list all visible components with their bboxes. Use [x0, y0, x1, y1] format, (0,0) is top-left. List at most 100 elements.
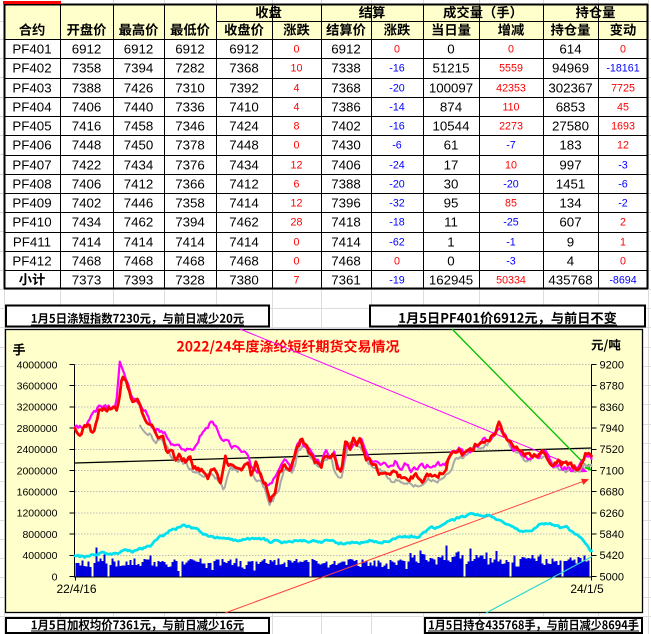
- svg-text:0: 0: [447, 41, 454, 56]
- svg-text:5559: 5559: [499, 63, 523, 75]
- svg-text:7430: 7430: [331, 137, 361, 152]
- svg-text:1451: 1451: [556, 176, 586, 191]
- svg-text:10544: 10544: [433, 118, 470, 133]
- svg-text:6853: 6853: [556, 99, 586, 114]
- svg-text:7414: 7414: [229, 234, 259, 249]
- svg-text:-18: -18: [389, 217, 405, 229]
- svg-text:0: 0: [52, 571, 58, 583]
- svg-text:100097: 100097: [429, 80, 473, 95]
- svg-text:-8694: -8694: [609, 275, 636, 287]
- svg-text:4: 4: [294, 102, 300, 114]
- svg-text:PF410: PF410: [12, 214, 51, 229]
- svg-text:5000: 5000: [600, 571, 624, 583]
- svg-text:2000000: 2000000: [17, 465, 58, 477]
- svg-text:-16: -16: [389, 121, 405, 133]
- svg-text:1: 1: [447, 234, 454, 249]
- svg-text:PF401: PF401: [12, 41, 51, 56]
- svg-text:7412: 7412: [124, 176, 154, 191]
- svg-text:-1: -1: [506, 237, 516, 249]
- svg-text:6912: 6912: [72, 41, 102, 56]
- svg-text:7520: 7520: [600, 444, 624, 456]
- svg-text:PF411: PF411: [13, 234, 51, 249]
- svg-text:7462: 7462: [124, 214, 154, 229]
- svg-text:85: 85: [505, 198, 517, 210]
- svg-text:9200: 9200: [600, 359, 624, 371]
- svg-text:7412: 7412: [229, 176, 259, 191]
- svg-text:400000: 400000: [22, 550, 57, 562]
- svg-text:42353: 42353: [496, 83, 526, 95]
- svg-text:7392: 7392: [229, 80, 259, 95]
- svg-text:7310: 7310: [175, 80, 205, 95]
- svg-text:435768: 435768: [548, 272, 592, 287]
- svg-text:874: 874: [440, 99, 462, 114]
- svg-text:PF404: PF404: [12, 99, 51, 114]
- svg-text:4: 4: [567, 253, 574, 268]
- svg-text:PF402: PF402: [12, 60, 51, 75]
- svg-text:28: 28: [291, 217, 303, 229]
- svg-text:0: 0: [294, 140, 300, 152]
- svg-text:183: 183: [559, 137, 581, 152]
- svg-text:PF412: PF412: [12, 253, 51, 268]
- svg-text:7376: 7376: [175, 157, 205, 172]
- svg-text:7416: 7416: [72, 118, 102, 133]
- svg-text:7462: 7462: [229, 214, 259, 229]
- svg-text:12: 12: [617, 140, 629, 152]
- svg-text:-20: -20: [389, 179, 405, 191]
- svg-text:5420: 5420: [600, 550, 624, 562]
- svg-text:0: 0: [294, 237, 300, 249]
- svg-text:7414: 7414: [72, 234, 102, 249]
- svg-text:1: 1: [620, 237, 626, 249]
- svg-text:-25: -25: [503, 217, 519, 229]
- svg-text:7468: 7468: [331, 253, 361, 268]
- svg-text:-20: -20: [503, 179, 519, 191]
- svg-text:7368: 7368: [229, 60, 259, 75]
- svg-text:0: 0: [394, 44, 400, 56]
- svg-text:0: 0: [508, 44, 514, 56]
- svg-text:6912: 6912: [175, 41, 205, 56]
- svg-text:7358: 7358: [72, 60, 102, 75]
- svg-text:3200000: 3200000: [17, 402, 58, 414]
- svg-text:607: 607: [559, 214, 581, 229]
- svg-text:PF409: PF409: [12, 195, 51, 210]
- svg-text:-3: -3: [618, 160, 628, 172]
- svg-text:110: 110: [502, 102, 519, 114]
- svg-text:7468: 7468: [124, 253, 154, 268]
- svg-text:-2: -2: [618, 198, 628, 210]
- svg-text:7434: 7434: [229, 157, 259, 172]
- svg-text:7282: 7282: [175, 60, 205, 75]
- svg-text:7940: 7940: [600, 423, 624, 435]
- svg-text:8780: 8780: [600, 381, 624, 393]
- svg-text:7458: 7458: [124, 118, 154, 133]
- svg-text:7394: 7394: [124, 60, 154, 75]
- svg-text:95: 95: [444, 195, 459, 210]
- svg-text:7422: 7422: [72, 157, 102, 172]
- svg-text:0: 0: [394, 256, 400, 268]
- svg-text:-16: -16: [389, 63, 405, 75]
- svg-text:2800000: 2800000: [17, 423, 58, 435]
- svg-text:5840: 5840: [600, 529, 624, 541]
- svg-text:-32: -32: [389, 198, 405, 210]
- svg-text:7414: 7414: [229, 195, 259, 210]
- svg-text:30: 30: [444, 176, 459, 191]
- svg-text:PF405: PF405: [12, 118, 51, 133]
- svg-text:7406: 7406: [72, 176, 102, 191]
- svg-text:12: 12: [291, 160, 303, 172]
- svg-text:162945: 162945: [429, 272, 473, 287]
- svg-text:3600000: 3600000: [17, 381, 58, 393]
- svg-text:2400000: 2400000: [17, 444, 58, 456]
- svg-text:7: 7: [294, 275, 300, 287]
- svg-text:-3: -3: [506, 256, 516, 268]
- svg-text:7414: 7414: [124, 234, 154, 249]
- svg-text:12: 12: [291, 198, 303, 210]
- svg-text:8: 8: [294, 121, 300, 133]
- svg-text:51215: 51215: [433, 60, 470, 75]
- svg-text:7378: 7378: [175, 137, 205, 152]
- svg-text:7406: 7406: [331, 157, 361, 172]
- svg-text:-6: -6: [392, 140, 402, 152]
- svg-text:PF407: PF407: [12, 157, 51, 172]
- svg-text:-62: -62: [389, 237, 405, 249]
- svg-text:7468: 7468: [175, 253, 205, 268]
- svg-text:7402: 7402: [331, 118, 361, 133]
- svg-text:10: 10: [291, 63, 303, 75]
- svg-text:7380: 7380: [229, 272, 259, 287]
